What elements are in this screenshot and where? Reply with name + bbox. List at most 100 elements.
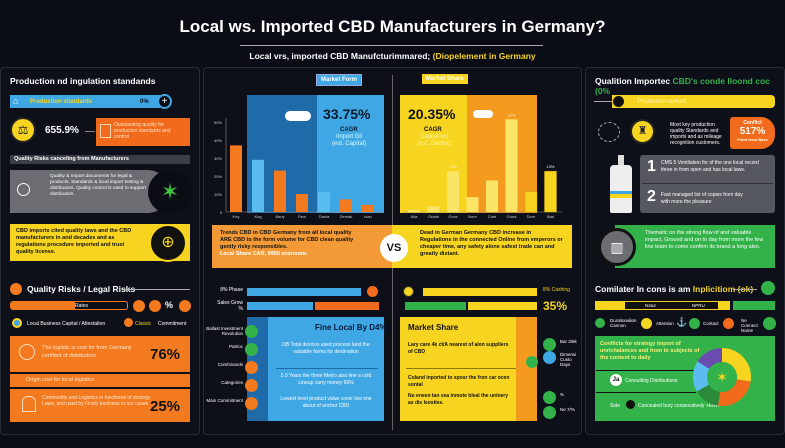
green-info-box: Thematic on the strong flow of and valua… — [615, 225, 775, 268]
risk-box-1-text: The logistic is cost for from Germany ce… — [42, 345, 132, 359]
badge-icon — [12, 318, 22, 328]
blue-list-icon — [245, 397, 258, 410]
compliance-row-2a: Side — [610, 403, 621, 409]
bar-demak — [340, 199, 352, 212]
timer-icon — [17, 183, 30, 196]
x-tick-label: Rew — [298, 214, 306, 219]
target-icon: ⊕ — [149, 224, 187, 262]
percent-icon: % — [165, 300, 174, 310]
y-tick-label: 40% — [214, 138, 222, 143]
x-tick-label: Alta — [411, 214, 419, 219]
gray-info-text: Quality & Import documents for legal & p… — [50, 174, 146, 197]
blue-list-icon — [245, 343, 258, 356]
green-info-text: Thematic on the strong flow of and valua… — [645, 230, 764, 250]
right-row-pct: 35% — [543, 299, 568, 313]
risk-icon-2 — [149, 300, 161, 312]
yellow-bar-1 — [423, 288, 537, 296]
home-icon: ⌂ — [13, 96, 19, 106]
green-list-icon — [543, 351, 556, 364]
y-tick-label: 50% — [214, 120, 222, 125]
blue-bar-1 — [247, 288, 361, 296]
blue-title-pct: D4% — [369, 323, 387, 332]
x-tick-label: Demak — [340, 214, 353, 219]
item-1-number: 1 — [647, 158, 656, 175]
risks-legend-2: Classic — [135, 321, 152, 327]
legend-dot-green-2 — [689, 318, 700, 329]
donut-center — [707, 362, 737, 392]
gray-info-box: Quality & Import documents for legal & p… — [10, 170, 168, 213]
risk-bar-text: Origin cost for local logistics — [26, 377, 95, 383]
compliance-heading: Comilater In cons is am Inplicitiom (ok) — [595, 284, 753, 294]
leaf-badge-icon — [761, 281, 775, 295]
row1-label: 8% Phase — [220, 287, 243, 293]
right-heading-main: Qualition Importec — [595, 76, 671, 86]
x-tick-label: Bad — [547, 214, 554, 219]
blue-list-label: Categories — [221, 380, 243, 385]
risks-heading-line — [123, 289, 190, 290]
compliance-bar-green — [733, 301, 775, 310]
yellow-item-1: Lary care 4k ct/A nearest of alon suppli… — [408, 342, 509, 355]
blue-list-label: Patrioc — [228, 344, 243, 349]
legend-dot-orange-2 — [723, 318, 734, 329]
donut-segment-blue — [693, 348, 751, 406]
bar-isan — [362, 204, 374, 212]
conflict-sub: Point from Base — [737, 137, 768, 142]
blue-list-icon — [245, 325, 258, 338]
x-tick-label: Dania — [319, 214, 330, 219]
numbered-list-box — [640, 155, 775, 213]
building-icon: ▥ — [598, 228, 636, 266]
anchor-icon: ⚓ — [676, 317, 688, 327]
orange-note-box: Outstanding quality for production stand… — [96, 118, 190, 146]
donut-segment-orange — [693, 348, 751, 406]
left-heading: Production nd ingulation standands — [10, 76, 156, 86]
x-tick-label: Gona — [507, 214, 518, 219]
yellow-bar-2 — [468, 302, 537, 310]
conflict-pct: 517% — [739, 126, 766, 137]
right-caption-1: CAGR — [424, 127, 442, 133]
risk-progress-fill — [11, 302, 75, 309]
bar-cote — [486, 180, 498, 212]
legend-dot-orange — [124, 318, 133, 327]
compliance-line — [733, 289, 757, 290]
left-compare-text: Trends CBD in CBD Germany from all local… — [220, 230, 354, 250]
risk-icon-1 — [133, 300, 145, 312]
green-list-icon — [543, 406, 556, 419]
x-tick-label: Grade — [428, 214, 440, 219]
legend-dot-yellow — [641, 318, 652, 329]
yellow-item-2: Coland inported to sposr the fron car oc… — [408, 375, 510, 388]
plus-button[interactable]: + — [157, 94, 172, 109]
item-1-text: CMS 5 Ventilation for of the one local r… — [661, 160, 759, 173]
bar-gona — [505, 119, 518, 212]
green-list-icon — [543, 391, 556, 404]
risks-heading: Quality Risks / Legal Risks — [27, 284, 136, 294]
y-tick-label: 10% — [214, 192, 222, 197]
compliance-legend-4: Ne Connect Name — [741, 318, 758, 333]
quality-label-text: Quality Risks canceling from Manufacture… — [14, 156, 129, 162]
green-list-label: Bar 3/6k — [560, 339, 577, 344]
y-tick-label: 0 — [220, 210, 223, 215]
right-pct: 20.35% — [408, 106, 456, 122]
bar-bany — [274, 170, 286, 212]
row2-label: Sales Grow % — [217, 300, 243, 312]
share-icon — [526, 356, 538, 368]
yellow-item-3: Nu eneen tan sea inmote bleal the uniner… — [408, 393, 509, 406]
risk-icon — [10, 283, 22, 295]
blue-list-label: Main Commitment — [206, 398, 243, 403]
compliance-bar-label-1: Natur — [645, 303, 657, 308]
stamp-icon: ♜ — [630, 119, 655, 144]
risk-progress-label: Rates — [75, 303, 89, 309]
ja-badge: Ja — [610, 374, 622, 386]
blue-list-icon — [245, 379, 258, 392]
risks-legend-1: Local Business Capital / Attestation — [27, 321, 106, 327]
production-standards-pct: 0% — [140, 99, 149, 105]
clock-icon — [403, 286, 414, 297]
donut-segment-purple — [693, 348, 751, 406]
cloud-icon — [473, 110, 493, 118]
right-compare-box: Dead in German Germany CBD increase in R… — [392, 225, 572, 268]
production-stat: 655.9% — [45, 125, 79, 136]
bar-kog — [252, 159, 264, 212]
risk-box-1-pct: 76% — [150, 346, 181, 363]
cannabis-leaf-icon: ✶ — [148, 170, 192, 214]
risk-box-2 — [10, 389, 190, 422]
